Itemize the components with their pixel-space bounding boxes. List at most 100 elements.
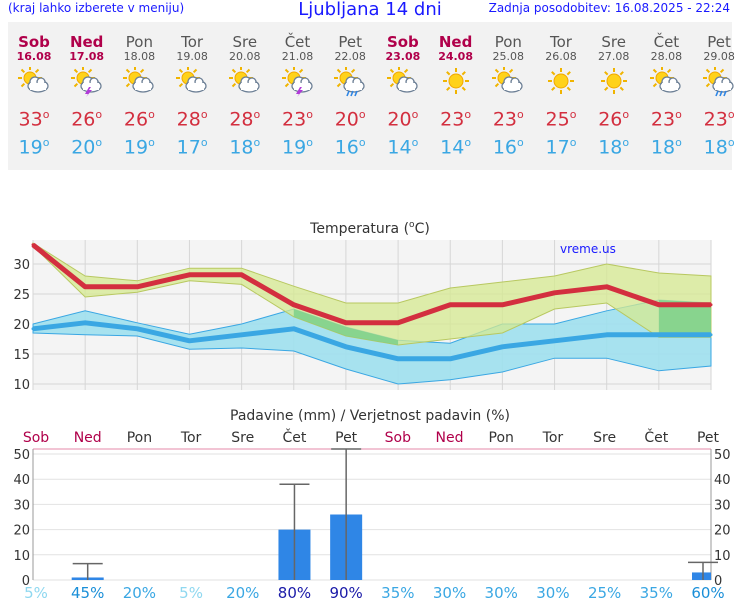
precipitation-probability: 60% bbox=[691, 584, 724, 602]
weather-icon-holder bbox=[482, 63, 534, 101]
min-temperature-value: 20 bbox=[71, 136, 96, 159]
max-temperature: 26o bbox=[113, 103, 165, 131]
min-temperature: 20o bbox=[61, 131, 113, 159]
min-temperature-value: 17 bbox=[545, 136, 570, 159]
day-date: 17.08 bbox=[69, 50, 105, 63]
y-tick-label: 30 bbox=[13, 258, 30, 273]
degree-sign: o bbox=[358, 136, 366, 150]
day-column: Tor 26.08 25o 17o bbox=[535, 22, 587, 160]
degree-sign: o bbox=[253, 136, 261, 150]
degree-sign: o bbox=[95, 108, 103, 121]
forecast-strip: Sob 16.08 33o 19o Ned 17.08 26o 20o Pon 18.08 26o 1… bbox=[8, 22, 735, 170]
sun-cloud-icon bbox=[386, 67, 418, 93]
y-tick-label-right: 50 bbox=[714, 448, 731, 463]
min-temperature-value: 19 bbox=[282, 136, 307, 159]
min-temperature: 17o bbox=[535, 131, 587, 159]
degree-sign: o bbox=[517, 108, 524, 121]
day-name: Pon bbox=[494, 33, 522, 51]
degree-sign: o bbox=[727, 136, 735, 150]
min-temperature-value: 18 bbox=[598, 136, 623, 159]
max-temperature-point bbox=[605, 285, 609, 289]
max-temperature-point bbox=[553, 291, 557, 295]
min-temperature-value: 14 bbox=[387, 136, 412, 159]
precipitation-chart: Padavine (mm) / Verjetnost padavin (%) So… bbox=[13, 408, 731, 602]
min-temperature-value: 19 bbox=[18, 136, 43, 159]
degree-sign: o bbox=[464, 136, 472, 150]
min-temperature-point bbox=[344, 345, 348, 349]
day-column: Tor 19.08 28o 17o bbox=[166, 22, 218, 160]
max-temperature-value: 23 bbox=[492, 108, 518, 131]
min-temperature-range-band bbox=[32, 299, 712, 385]
max-temperature-point bbox=[657, 303, 661, 307]
degree-sign: o bbox=[42, 136, 50, 150]
y-tick-label-left: 0 bbox=[22, 574, 30, 589]
min-temperature-point bbox=[187, 339, 191, 343]
day-date: 29.08 bbox=[703, 50, 735, 63]
degree-sign: o bbox=[42, 108, 50, 121]
min-temperature: 18o bbox=[219, 131, 271, 159]
max-temperature-value: 33 bbox=[18, 108, 43, 131]
min-temperature-point bbox=[553, 339, 557, 343]
y-tick-label-right: 0 bbox=[714, 574, 722, 589]
precipitation-probability: 35% bbox=[381, 584, 414, 602]
sun-cloud-icon bbox=[650, 67, 682, 93]
max-temperature-point bbox=[83, 285, 87, 289]
min-temperature-point bbox=[396, 357, 400, 361]
day-column: Pon 18.08 26o 19o bbox=[113, 22, 165, 160]
sun-cloud-icon bbox=[176, 67, 207, 93]
max-temperature: 26o bbox=[588, 103, 640, 131]
min-temperature: 19o bbox=[272, 131, 324, 159]
degree-sign: o bbox=[148, 108, 155, 121]
sun-rain-icon bbox=[703, 67, 734, 97]
menu-hint[interactable]: (kraj lahko izberete v meniju) bbox=[8, 1, 185, 15]
day-name: Sre bbox=[601, 33, 626, 51]
weather-icon-holder bbox=[61, 63, 113, 101]
max-temperature: 26o bbox=[61, 103, 113, 131]
degree-sign: o bbox=[727, 108, 735, 121]
max-temperature: 23o bbox=[640, 103, 692, 131]
weather-icon-holder bbox=[535, 63, 587, 101]
weather-icon-holder bbox=[272, 63, 324, 101]
min-temperature-point bbox=[292, 327, 296, 331]
min-temperature-point bbox=[135, 327, 139, 331]
day-axis-label: Tor bbox=[542, 430, 564, 446]
degree-sign: o bbox=[95, 136, 103, 150]
day-axis-label: Ned bbox=[436, 430, 464, 446]
max-temperature-point bbox=[292, 303, 296, 307]
min-temperature-point bbox=[605, 333, 609, 337]
y-tick-label-left: 40 bbox=[13, 473, 30, 488]
degree-sign: o bbox=[675, 136, 682, 150]
sun-icon bbox=[548, 68, 574, 94]
sun-cloud-icon bbox=[18, 67, 49, 93]
max-temperature-point bbox=[709, 303, 713, 307]
max-temperature-point bbox=[240, 273, 244, 277]
precipitation-probability: 20% bbox=[123, 584, 156, 602]
day-axis-label: Pon bbox=[127, 430, 152, 446]
y-tick-label-left: 30 bbox=[13, 498, 30, 513]
min-temperature-value: 17 bbox=[176, 136, 201, 159]
weather-icon-holder bbox=[377, 63, 429, 101]
degree-sign: o bbox=[675, 108, 682, 121]
day-axis-label: Sob bbox=[385, 430, 411, 446]
degree-sign: o bbox=[411, 136, 419, 150]
day-axis-label: Pon bbox=[489, 430, 514, 446]
degree-sign: o bbox=[517, 136, 524, 150]
max-temperature-value: 20 bbox=[334, 108, 359, 131]
precipitation-probability: 30% bbox=[485, 584, 518, 602]
max-temperature-value: 28 bbox=[229, 108, 254, 131]
max-temperature-value: 23 bbox=[650, 108, 676, 131]
precipitation-probability: 80% bbox=[278, 584, 311, 602]
weather-icon-holder bbox=[219, 63, 271, 101]
day-column: Sob 23.08 20o 14o bbox=[377, 22, 429, 160]
day-date: 19.08 bbox=[176, 50, 208, 63]
max-temperature-value: 23 bbox=[282, 108, 307, 131]
max-temperature-value: 23 bbox=[703, 108, 728, 131]
degree-sign: o bbox=[358, 108, 366, 121]
day-name: Pon bbox=[125, 33, 153, 51]
day-name: Tor bbox=[181, 33, 204, 51]
day-date: 23.08 bbox=[385, 50, 421, 63]
day-name: Pet bbox=[707, 33, 731, 51]
degree-sign: o bbox=[148, 136, 155, 150]
min-temperature: 19o bbox=[113, 131, 165, 159]
min-temperature-point bbox=[31, 327, 35, 331]
